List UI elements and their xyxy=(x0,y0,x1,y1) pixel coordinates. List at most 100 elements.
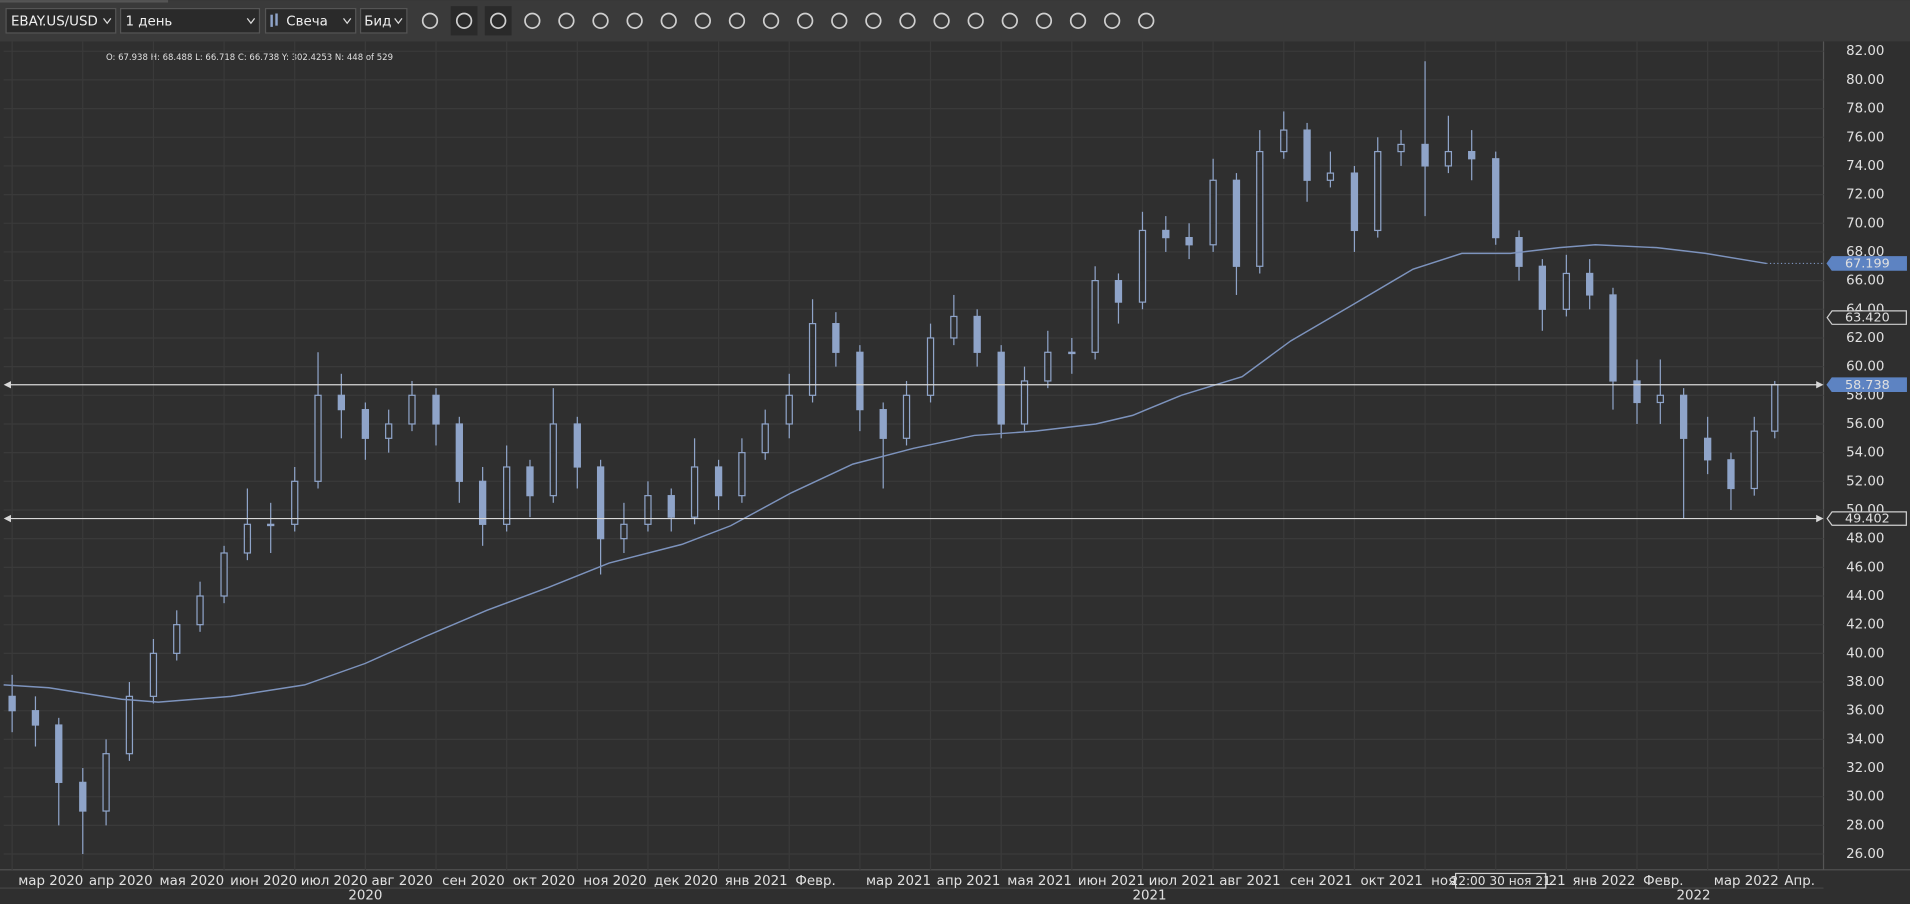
candle-body xyxy=(455,423,463,482)
candle-body xyxy=(1020,380,1029,425)
toolbar-icon[interactable] xyxy=(1138,12,1155,29)
candle-body xyxy=(149,652,158,697)
toolbar-icon[interactable] xyxy=(1001,12,1018,29)
candle-body xyxy=(1374,150,1382,232)
select-box[interactable] xyxy=(264,7,357,34)
y-tick-label: 28.00 xyxy=(1846,818,1884,833)
toolbar-icon[interactable] xyxy=(865,12,882,29)
y-tick-label: 52.00 xyxy=(1846,474,1884,489)
y-tick-label: 66.00 xyxy=(1846,274,1884,289)
candle-body xyxy=(1609,294,1617,382)
candle-body xyxy=(1138,229,1147,303)
candle-body xyxy=(1303,129,1311,181)
toolbar-icon[interactable] xyxy=(421,12,439,29)
toolbar-icon[interactable] xyxy=(1103,12,1121,29)
candle-body xyxy=(644,495,652,525)
side-select[interactable]: Бид xyxy=(359,7,408,34)
chart-background xyxy=(0,41,1910,904)
candle-body xyxy=(385,423,393,439)
toolbar-icon[interactable] xyxy=(524,12,541,29)
candle-body xyxy=(267,523,275,527)
candle-body xyxy=(1633,380,1641,404)
candle-body xyxy=(997,351,1005,425)
price-tag-label: 67.199 xyxy=(1845,257,1890,272)
toolbar-icon[interactable] xyxy=(660,12,677,29)
y-tick-label: 40.00 xyxy=(1846,646,1884,661)
y-tick-label: 36.00 xyxy=(1846,704,1884,719)
candle-body xyxy=(1280,129,1288,153)
toolbar-icon[interactable] xyxy=(728,12,746,29)
candle-body xyxy=(1162,229,1170,239)
price-tag xyxy=(1826,310,1907,325)
x-tick-label: дек 2020 xyxy=(654,874,718,889)
icon-highlight[interactable] xyxy=(450,6,478,36)
y-tick-label: 80.00 xyxy=(1846,73,1884,88)
x-tick-label: сен 2021 xyxy=(1290,874,1353,889)
select-arrow xyxy=(394,17,403,25)
candle-body xyxy=(1727,459,1735,490)
candle-body xyxy=(879,409,887,439)
x-tick-label: сен 2020 xyxy=(442,874,505,889)
candle-body xyxy=(79,781,87,812)
price-tag-label: 58.738 xyxy=(1845,378,1890,393)
candle-body xyxy=(503,466,511,525)
x-tick-label: ноя 2020 xyxy=(583,874,646,889)
toolbar-icon[interactable] xyxy=(592,12,609,29)
candle-body xyxy=(856,351,864,411)
select-text: Бид xyxy=(364,14,391,29)
candle-body xyxy=(1068,351,1076,355)
select-box[interactable] xyxy=(359,7,408,34)
candle-body xyxy=(1256,150,1264,267)
candle-body xyxy=(1091,280,1099,353)
candle-body xyxy=(1350,172,1359,232)
candle-body xyxy=(1492,158,1500,239)
select-arrow xyxy=(103,17,112,25)
year-label: 2021 xyxy=(1133,888,1167,903)
candle-body xyxy=(926,337,935,396)
toolbar-icon[interactable] xyxy=(490,12,507,29)
candle-body xyxy=(1750,430,1758,490)
candle-body xyxy=(8,695,16,712)
candle-body xyxy=(1209,179,1217,246)
price-tag-label: 49.402 xyxy=(1845,512,1890,527)
toolbar-icon[interactable] xyxy=(933,12,950,29)
x-tick-label: окт 2020 xyxy=(513,874,575,889)
toolbar-icon[interactable] xyxy=(558,12,575,29)
y-tick-label: 62.00 xyxy=(1846,331,1884,346)
toolbar-icon[interactable] xyxy=(1069,12,1087,29)
candle-body xyxy=(573,423,581,468)
toolbar-icon[interactable] xyxy=(831,12,848,29)
toolbar-icon[interactable] xyxy=(762,12,780,29)
y-tick-label: 26.00 xyxy=(1846,847,1884,862)
price-tag xyxy=(1826,377,1907,393)
candle-body xyxy=(526,466,534,497)
select-box[interactable] xyxy=(119,7,261,34)
price-tag-label: 63.420 xyxy=(1845,311,1890,326)
tab-strip xyxy=(0,0,169,3)
toolbar-icon[interactable] xyxy=(1035,12,1053,29)
icon-highlight[interactable] xyxy=(484,6,512,36)
toolbar-icon[interactable] xyxy=(626,12,643,29)
x-tick-label: мар 2022 xyxy=(1714,874,1779,889)
candle-icon xyxy=(275,13,278,26)
y-tick-label: 42.00 xyxy=(1846,618,1884,633)
symbol-select[interactable]: EBAY.US/USD xyxy=(5,7,117,34)
year-label: 2022 xyxy=(1677,888,1711,903)
select-box[interactable] xyxy=(5,7,117,34)
year-label: 2020 xyxy=(348,888,382,903)
toolbar-icon[interactable] xyxy=(455,12,473,29)
x-tick-label: июн 2021 xyxy=(1078,874,1145,889)
toolbar-icon[interactable] xyxy=(899,12,916,29)
candle-body xyxy=(55,724,63,783)
select-arrow xyxy=(343,17,352,25)
candle-body xyxy=(1586,272,1594,296)
toolbar-icon[interactable] xyxy=(797,12,814,29)
style-select[interactable]: Свеча xyxy=(264,7,357,34)
toolbar-icon[interactable] xyxy=(694,12,712,29)
interval-select[interactable]: 1 день xyxy=(119,7,261,34)
y-tick-label: 46.00 xyxy=(1846,560,1884,575)
y-tick-label: 60.00 xyxy=(1846,360,1884,375)
toolbar-icon[interactable] xyxy=(967,12,984,29)
candle-body xyxy=(220,552,228,597)
candle-body xyxy=(1468,150,1476,160)
